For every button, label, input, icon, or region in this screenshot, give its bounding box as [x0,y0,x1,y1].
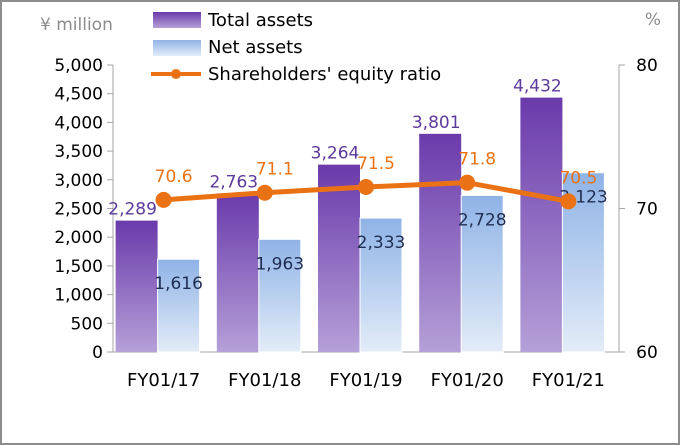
bar-total-assets [318,164,360,352]
bar-label-net-assets: 1,616 [154,274,203,294]
left-axis-tick-label: 3,000 [54,171,103,191]
right-axis-tick-label: 60 [636,343,658,363]
bar-total-assets [115,220,158,352]
left-axis-tick-label: 500 [71,314,103,334]
bar-label-total-assets: 2,763 [209,172,258,192]
left-axis-tick-label: 5,000 [54,56,103,76]
right-axis-ticks: 60 70 80 [619,56,658,363]
legend-label-net-assets: Net assets [208,37,303,58]
equity-ratio-point [459,174,476,191]
equity-ratio-series: 70.6 71.1 71.5 71.8 70.5 [155,150,597,210]
bar-net-assets [258,238,302,353]
equity-ratio-label: 71.1 [256,160,294,180]
category-label: FY01/20 [431,370,504,391]
bars [115,97,605,353]
left-axis-unit: ¥ million [40,15,113,35]
legend-swatch-total-assets [153,12,201,28]
legend-swatch-net-assets [153,40,201,56]
legend-label-equity-ratio: Shareholders' equity ratio [208,64,441,85]
equity-ratio-label: 71.5 [357,154,395,174]
bar-net-assets [460,194,504,353]
legend: Total assets Net assets Shareholders' eq… [151,10,441,85]
bar-net-assets [157,258,201,353]
equity-ratio-point [155,191,172,208]
left-axis-tick-label: 4,500 [54,85,103,105]
bar-label-total-assets: 4,432 [513,77,562,97]
left-axis-tick-label: 4,000 [54,113,103,133]
equity-ratio-point [358,178,374,195]
left-axis-ticks: 0 500 1,000 1,500 2,000 2,500 3,000 3,500 4,000 4… [54,56,113,363]
equity-ratio-label: 70.6 [155,167,193,187]
bar-label-net-assets: 2,728 [458,210,507,230]
left-axis-tick-label: 2,500 [54,200,103,220]
left-axis-tick-label: 0 [92,343,103,363]
category-labels: FY01/17 FY01/18 FY01/19 FY01/20 FY01/21 [127,370,605,391]
equity-ratio-label: 70.5 [559,168,597,188]
bar-value-labels: 2,289 1,616 2,763 1,963 3,264 2,333 3,801 2,728… [108,77,607,295]
right-axis-tick-label: 70 [636,200,658,220]
left-axis-tick-label: 3,500 [54,142,103,162]
bar-label-total-assets: 3,801 [412,113,461,133]
category-label: FY01/17 [127,370,200,391]
bar-total-assets [419,133,462,352]
bar-label-total-assets: 3,264 [311,144,360,164]
category-label: FY01/18 [228,370,301,391]
bar-net-assets [359,217,403,353]
bar-label-net-assets: 2,333 [357,233,406,253]
left-axis-tick-label: 2,000 [54,228,103,248]
bar-label-net-assets: 1,963 [255,254,304,274]
category-label: FY01/19 [329,370,402,391]
left-axis-tick-label: 1,500 [54,257,103,277]
legend-marker-equity-ratio [171,69,181,79]
right-axis-tick-label: 80 [636,56,658,76]
bar-total-assets [520,97,563,352]
bar-total-assets [216,193,259,352]
category-label: FY01/21 [532,370,605,391]
right-axis-unit: % [645,10,661,30]
left-axis-tick-label: 1,000 [54,286,103,306]
bar-label-total-assets: 2,289 [108,200,157,220]
legend-label-total-assets: Total assets [207,10,313,31]
equity-ratio-label: 71.8 [458,150,496,170]
equity-ratio-point [256,184,273,201]
equity-ratio-point [560,193,577,210]
